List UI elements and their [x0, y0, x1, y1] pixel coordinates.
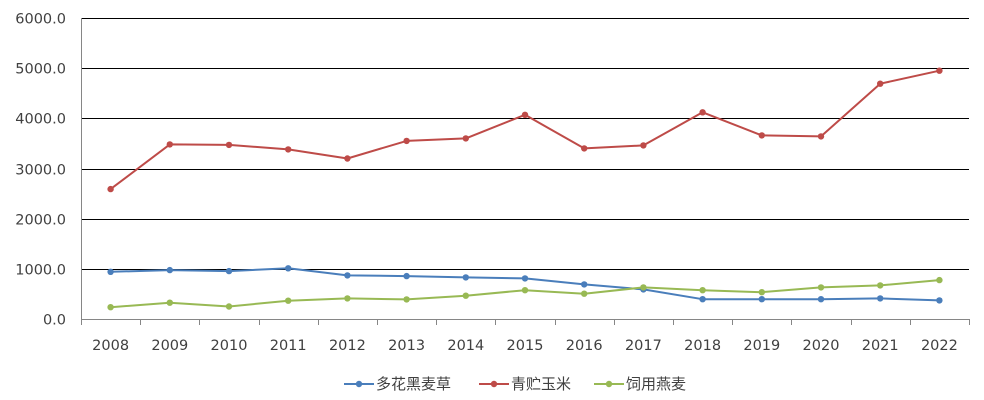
gridlines [81, 18, 969, 320]
x-tick-label: 2009 [151, 338, 188, 354]
x-axis-ticks: 2008 2009 2010 2011 2012 2013 2014 2015 2016 2017… [81, 319, 970, 354]
data-point [699, 109, 706, 116]
data-point [936, 276, 943, 284]
data-point [462, 135, 469, 142]
data-point [699, 296, 706, 303]
data-point [817, 284, 825, 291]
data-point [107, 304, 114, 311]
data-point [344, 155, 351, 162]
data-point [285, 146, 292, 153]
legend-swatch-marker [490, 380, 498, 388]
x-tick-label: 2010 [211, 338, 248, 354]
x-tick-label: 2013 [388, 338, 425, 354]
data-point [166, 266, 173, 274]
x-tick-label: 2022 [921, 338, 958, 354]
data-point [462, 292, 469, 299]
y-axis-ticks: 0.0 1000.0 2000.0 3000.0 4000.0 5000.0 6000.0 [15, 12, 66, 329]
series-line-2 [109, 69, 940, 190]
y-tick-label: 2000.0 [15, 213, 66, 229]
x-tick-label: 2016 [566, 338, 603, 354]
data-point [225, 141, 233, 149]
series-layer [107, 67, 943, 311]
data-point [877, 80, 884, 87]
data-point [936, 67, 943, 74]
data-point [877, 295, 884, 302]
x-tick-label: 2020 [803, 338, 840, 354]
data-point [758, 132, 765, 139]
data-point [581, 145, 588, 152]
data-point [817, 133, 825, 140]
y-tick-label: 5000.0 [15, 62, 66, 78]
data-point [462, 274, 469, 281]
data-point [521, 111, 529, 119]
data-point [936, 297, 943, 304]
data-point [225, 267, 233, 275]
data-point [581, 290, 588, 297]
data-point [403, 296, 410, 303]
y-tick-label: 6000.0 [15, 12, 66, 28]
x-tick-label: 2021 [862, 338, 899, 354]
legend-label: 多花黑麦草 [376, 375, 451, 393]
data-point [817, 296, 825, 303]
series-line-1 [110, 267, 940, 302]
x-tick-label: 2011 [270, 338, 307, 354]
legend-swatch-marker [605, 380, 613, 388]
data-point [107, 185, 114, 193]
data-point [166, 141, 173, 148]
data-point [581, 281, 588, 288]
data-point [699, 287, 706, 294]
x-tick-label: 2014 [447, 338, 484, 354]
legend-swatch-marker [355, 380, 363, 388]
data-point [285, 297, 292, 304]
series-line-3 [110, 279, 940, 309]
legend: 多花黑麦草 青贮玉米 饲用燕麦 [344, 375, 686, 393]
y-tick-label: 3000.0 [15, 163, 66, 179]
data-point [225, 303, 233, 310]
data-point [521, 287, 529, 294]
x-tick-label: 2012 [329, 338, 366, 354]
data-point [877, 282, 884, 289]
x-tick-label: 2008 [92, 338, 129, 354]
data-point [166, 299, 173, 306]
x-tick-label: 2018 [684, 338, 721, 354]
y-tick-label: 1000.0 [15, 263, 66, 279]
y-tick-label: 4000.0 [15, 112, 66, 128]
data-point [758, 289, 765, 296]
data-point [403, 137, 410, 145]
x-tick-label: 2015 [507, 338, 544, 354]
data-point [403, 272, 410, 280]
legend-item: 多花黑麦草 [344, 375, 451, 393]
x-tick-label: 2017 [625, 338, 662, 354]
y-tick-label: 0.0 [43, 313, 66, 329]
legend-item: 饲用燕麦 [594, 375, 686, 393]
data-point [344, 272, 351, 279]
data-point [758, 296, 765, 303]
data-point [107, 268, 114, 275]
x-tick-label: 2019 [743, 338, 780, 354]
legend-label: 饲用燕麦 [626, 375, 686, 393]
data-point [344, 295, 351, 302]
data-point [640, 284, 647, 291]
data-point [640, 142, 647, 149]
data-point [285, 265, 292, 272]
legend-item: 青贮玉米 [479, 375, 571, 393]
data-point [521, 275, 529, 282]
legend-label: 青贮玉米 [511, 375, 571, 393]
